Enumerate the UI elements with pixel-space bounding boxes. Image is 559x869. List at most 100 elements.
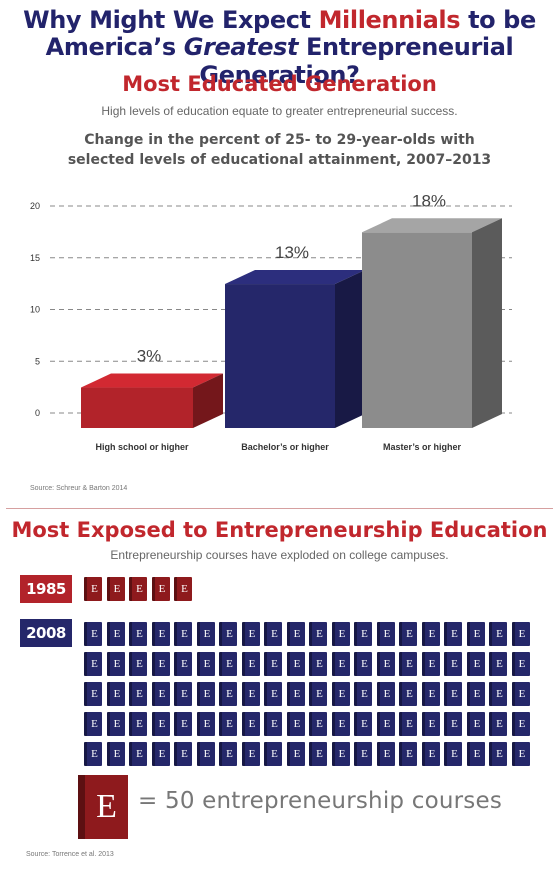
course-book-icon: E: [444, 652, 462, 676]
course-book-icon: E: [106, 577, 125, 601]
course-book-icon: E: [129, 622, 147, 646]
data-label: 3%: [137, 347, 162, 366]
course-book-icon: E: [489, 742, 507, 766]
course-book-icon: E: [286, 622, 305, 646]
course-book-icon: E: [219, 712, 237, 736]
course-book-icon: E: [331, 742, 350, 766]
section2-subtitle: Entrepreneurship courses have exploded o…: [110, 548, 449, 562]
course-book-icon: E: [399, 712, 417, 736]
bar-side: [472, 218, 502, 428]
course-book-icon: E: [444, 712, 462, 736]
course-book-icon: E: [219, 652, 237, 676]
course-book-icon: E: [399, 652, 417, 676]
header-text: Entrepreneurial Generation?: [199, 33, 514, 89]
header-text: Why Might We Expect: [23, 6, 319, 34]
course-book-icon: E: [129, 742, 147, 766]
bar-side: [193, 373, 223, 428]
course-book-icon: E: [84, 742, 102, 766]
course-book-icon: E: [354, 712, 372, 736]
y-tick-label: 0: [35, 408, 40, 418]
course-book-icon: E: [444, 742, 462, 766]
course-book-icon: E: [421, 712, 440, 736]
course-book-icon: E: [174, 622, 192, 646]
course-book-icon: E: [286, 742, 305, 766]
course-book-icon: E: [286, 652, 305, 676]
course-book-icon: E: [174, 682, 192, 706]
bar-front: [225, 284, 335, 428]
course-book-icon: E: [354, 742, 372, 766]
course-book-icon: E: [84, 577, 102, 601]
header-line-1: Why Might We Expect Millennials to be: [0, 6, 559, 34]
course-book-icon: E: [241, 622, 260, 646]
bar-top: [225, 270, 365, 285]
course-book-icon: E: [421, 652, 440, 676]
chart-title-line-2: selected levels of educational attainmen…: [67, 152, 492, 168]
course-book-icon: E: [196, 682, 215, 706]
y-tick-label: 15: [30, 253, 40, 263]
course-book-icon: E: [264, 652, 282, 676]
course-book-icon: E: [129, 577, 147, 601]
course-book-icon: E: [511, 652, 530, 676]
course-book-icon: E: [264, 712, 282, 736]
course-book-icon: E: [174, 712, 192, 736]
course-book-icon: E: [309, 742, 327, 766]
course-book-icon: E: [151, 652, 170, 676]
x-category-label: Bachelor’s or higher: [241, 442, 329, 452]
bar-top: [362, 218, 502, 233]
course-book-icon: E: [129, 712, 147, 736]
course-book-icon: E: [489, 652, 507, 676]
course-book-icon: E: [466, 712, 485, 736]
course-book-icon: E: [354, 652, 372, 676]
course-book-icon: E: [466, 622, 485, 646]
course-book-icon: E: [331, 682, 350, 706]
course-book-icon: E: [376, 712, 395, 736]
course-book-icon: E: [376, 742, 395, 766]
course-book-icon: E: [421, 622, 440, 646]
course-book-icon: E: [151, 712, 170, 736]
course-book-icon: E: [264, 742, 282, 766]
data-label: 13%: [275, 243, 309, 262]
course-book-icon: E: [241, 682, 260, 706]
course-book-icon: E: [489, 682, 507, 706]
course-book-icon: E: [376, 652, 395, 676]
header-text: America’s: [45, 33, 184, 61]
course-book-icon: E: [129, 652, 147, 676]
course-book-icon: E: [354, 682, 372, 706]
course-book-icon: E: [511, 712, 530, 736]
header-italic: Greatest: [183, 33, 299, 61]
course-book-icon: E: [309, 622, 327, 646]
course-book-icon: E: [309, 712, 327, 736]
course-book-icon: E: [196, 712, 215, 736]
y-tick-label: 5: [35, 356, 40, 366]
course-book-icon: E: [219, 622, 237, 646]
section1-title: Most Educated Generation: [122, 72, 437, 96]
course-book-icon: E: [106, 622, 125, 646]
course-book-icon: E: [151, 577, 170, 601]
course-book-icon: E: [286, 712, 305, 736]
header-text: to be: [460, 6, 536, 34]
course-book-icon: E: [106, 652, 125, 676]
year-label-2008: 2008: [20, 619, 72, 647]
course-book-icon: E: [196, 652, 215, 676]
course-book-icon: E: [466, 742, 485, 766]
chart-source: Source: Schreur & Barton 2014: [30, 485, 128, 492]
course-book-icon: E: [421, 742, 440, 766]
course-book-icon: E: [466, 652, 485, 676]
course-book-icon: E: [331, 652, 350, 676]
section-divider: [6, 508, 553, 509]
bar-front: [362, 232, 472, 428]
course-book-icon: E: [286, 682, 305, 706]
course-book-icon: E: [129, 682, 147, 706]
course-book-icon: E: [331, 712, 350, 736]
course-book-icon: E: [219, 682, 237, 706]
chart-title-line-1: Change in the percent of 25- to 29-year-…: [84, 132, 475, 148]
course-book-icon: E: [219, 742, 237, 766]
bar-top: [81, 373, 223, 388]
course-book-icon: E: [444, 682, 462, 706]
course-book-icon: E: [106, 682, 125, 706]
course-book-icon: E: [84, 712, 102, 736]
course-book-icon: E: [106, 712, 125, 736]
course-book-icon: E: [241, 652, 260, 676]
legend-text: = 50 entrepreneurship courses: [138, 788, 502, 814]
course-book-icon: E: [241, 742, 260, 766]
